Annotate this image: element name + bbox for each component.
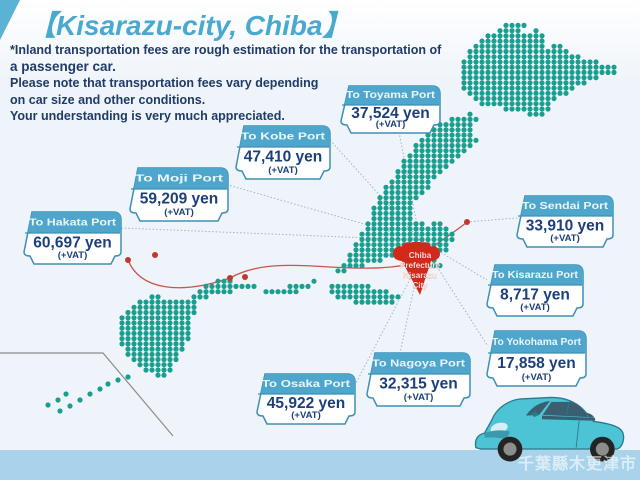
svg-text:32,315 yen: 32,315 yen [379, 376, 457, 393]
svg-text:(+VAT): (+VAT) [376, 119, 405, 130]
svg-text:17,858 yen: 17,858 yen [497, 355, 575, 372]
svg-text:To Sendai Port: To Sendai Port [522, 201, 609, 212]
svg-text:47,410 yen: 47,410 yen [244, 149, 322, 166]
svg-text:33,910 yen: 33,910 yen [526, 217, 604, 234]
svg-text:(+VAT): (+VAT) [520, 302, 549, 313]
svg-text:To Kobe Port: To Kobe Port [241, 131, 326, 142]
svg-text:To Toyama Port: To Toyama Port [346, 90, 436, 101]
svg-text:To Kisarazu Port: To Kisarazu Port [492, 270, 579, 281]
svg-text:(+VAT): (+VAT) [164, 207, 193, 218]
svg-text:To Osaka Port: To Osaka Port [262, 379, 351, 390]
svg-text:To Yokohama Port: To Yokohama Port [492, 337, 582, 348]
svg-text:(+VAT): (+VAT) [291, 410, 320, 421]
svg-text:59,209 yen: 59,209 yen [140, 191, 218, 208]
svg-text:(+VAT): (+VAT) [268, 165, 297, 176]
svg-text:To Nagoya Port: To Nagoya Port [372, 358, 466, 369]
svg-text:To Hakata Port: To Hakata Port [29, 217, 117, 228]
svg-text:60,697 yen: 60,697 yen [33, 234, 111, 251]
svg-text:(+VAT): (+VAT) [58, 250, 87, 261]
svg-text:(+VAT): (+VAT) [522, 372, 551, 383]
svg-text:To Moji Port: To Moji Port [135, 173, 224, 184]
svg-text:8,717 yen: 8,717 yen [500, 286, 570, 303]
svg-text:(+VAT): (+VAT) [550, 233, 579, 244]
svg-text:(+VAT): (+VAT) [404, 392, 433, 403]
